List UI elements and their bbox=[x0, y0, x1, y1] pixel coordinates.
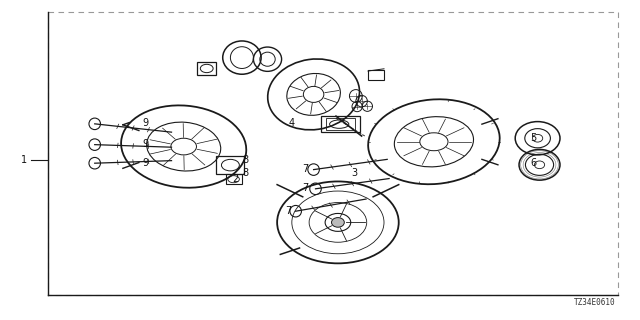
Bar bbox=[321, 116, 360, 132]
Bar bbox=[216, 156, 244, 174]
Text: 3: 3 bbox=[351, 168, 357, 179]
Text: TZ34E0610: TZ34E0610 bbox=[574, 298, 616, 307]
Text: 7: 7 bbox=[302, 164, 308, 174]
Text: 9: 9 bbox=[143, 157, 149, 168]
Text: 2: 2 bbox=[232, 173, 239, 184]
Text: 9: 9 bbox=[143, 139, 149, 149]
Text: 6: 6 bbox=[530, 157, 536, 168]
Text: 8: 8 bbox=[242, 155, 248, 165]
Text: 1: 1 bbox=[21, 155, 28, 165]
Bar bbox=[197, 62, 216, 75]
Text: 7: 7 bbox=[285, 205, 291, 216]
Bar bbox=[48, 12, 618, 295]
Bar bbox=[326, 118, 355, 130]
Text: 8: 8 bbox=[242, 168, 248, 179]
Text: 4: 4 bbox=[289, 117, 295, 128]
Text: 5: 5 bbox=[530, 133, 536, 143]
Bar bbox=[368, 70, 384, 80]
Text: 7: 7 bbox=[302, 183, 308, 193]
Ellipse shape bbox=[332, 218, 344, 227]
Text: 9: 9 bbox=[143, 118, 149, 128]
Bar bbox=[226, 174, 242, 184]
